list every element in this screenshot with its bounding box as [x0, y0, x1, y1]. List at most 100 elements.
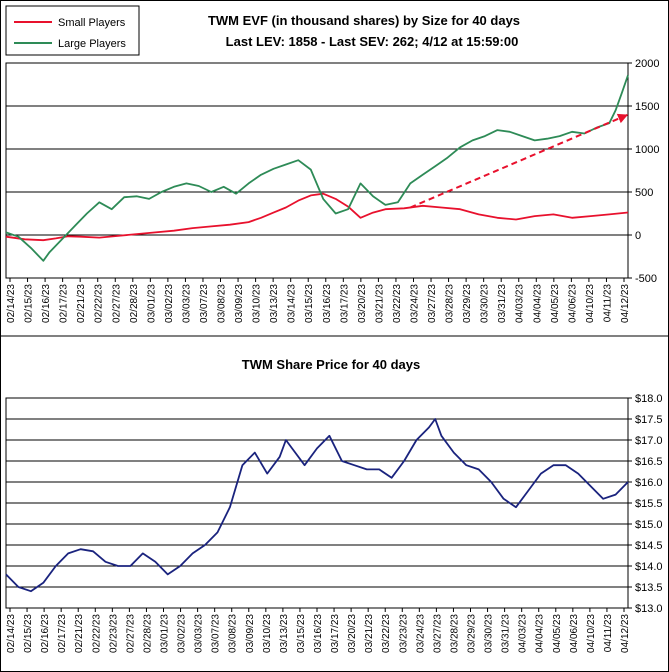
price-x-tick-label: 03/30/23: [484, 614, 495, 653]
evf-x-tick-label: 04/10/23: [585, 284, 596, 323]
price-y-tick-label: $15.0: [635, 519, 663, 531]
evf-x-tick-label: 03/17/23: [339, 284, 350, 323]
price-x-tick-label: 03/27/23: [432, 614, 443, 653]
evf-x-tick-label: 04/12/23: [620, 284, 631, 323]
price-x-tick-label: 03/15/23: [296, 614, 307, 653]
price-x-tick-label: 03/13/23: [279, 614, 290, 653]
evf-y-tick-label: 1500: [635, 101, 659, 113]
evf-x-tick-label: 04/03/23: [515, 284, 526, 323]
price-x-tick-label: 03/21/23: [364, 614, 375, 653]
evf-chart: TWM EVF (in thousand shares) by Size for…: [5, 5, 659, 323]
price-x-tick-label: 02/22/23: [91, 614, 102, 653]
price-chart-title: TWM Share Price for 40 days: [242, 357, 420, 372]
evf-x-tick-label: 03/28/23: [445, 284, 456, 323]
legend-label-small-players: Small Players: [58, 17, 126, 29]
price-x-tick-label: 04/04/23: [535, 614, 546, 653]
evf-x-tick-label: 02/22/23: [94, 284, 105, 323]
evf-x-tick-label: 03/10/23: [252, 284, 263, 323]
price-x-tick-label: 03/23/23: [398, 614, 409, 653]
evf-x-tick-label: 03/31/23: [497, 284, 508, 323]
evf-x-tick-label: 04/06/23: [567, 284, 578, 323]
price-x-tick-label: 04/12/23: [620, 614, 631, 653]
evf-x-tick-label: 03/14/23: [287, 284, 298, 323]
evf-x-tick-label: 04/11/23: [602, 284, 613, 323]
price-x-tick-label: 03/20/23: [347, 614, 358, 653]
price-x-tick-label: 03/07/23: [211, 614, 222, 653]
price-x-tick-label: 03/02/23: [177, 614, 188, 653]
price-x-tick-label: 03/09/23: [245, 614, 256, 653]
price-y-tick-label: $14.0: [635, 561, 663, 573]
price-y-tick-label: $18.0: [635, 393, 663, 405]
price-x-tick-label: 02/14/23: [6, 614, 17, 653]
price-x-tick-label: 03/17/23: [330, 614, 341, 653]
evf-x-tick-label: 02/21/23: [76, 284, 87, 323]
evf-chart-subtitle: Last LEV: 1858 - Last SEV: 262; 4/12 at …: [226, 34, 519, 49]
price-x-tick-label: 03/29/23: [467, 614, 478, 653]
price-y-tick-label: $13.5: [635, 582, 663, 594]
evf-x-tick-label: 03/09/23: [234, 284, 245, 323]
price-x-tick-label: 04/06/23: [569, 614, 580, 653]
price-series-price-line: [5, 418, 629, 593]
evf-x-tick-label: 03/27/23: [427, 284, 438, 323]
evf-x-tick-label: 03/21/23: [374, 284, 385, 323]
price-x-tick-label: 02/23/23: [108, 614, 119, 653]
price-x-tick-label: 04/11/23: [603, 614, 614, 653]
evf-x-tick-label: 02/27/23: [111, 284, 122, 323]
evf-legend: Small Players Large Players: [5, 5, 140, 56]
price-x-tick-label: 03/10/23: [262, 614, 273, 653]
price-x-tick-label: 02/21/23: [74, 614, 85, 653]
evf-x-tick-label: 02/14/23: [6, 284, 17, 323]
price-x-tick-label: 02/27/23: [125, 614, 136, 653]
evf-plot-area: [5, 62, 629, 279]
evf-series-large-players-line: [5, 74, 629, 262]
evf-x-tick-label: 04/05/23: [550, 284, 561, 323]
evf-y-tick-label: 500: [635, 187, 653, 199]
evf-x-tick-label: 02/28/23: [129, 284, 140, 323]
evf-x-tick-label: 03/03/23: [181, 284, 192, 323]
price-x-tick-label: 03/03/23: [194, 614, 205, 653]
price-x-tick-label: 03/28/23: [449, 614, 460, 653]
evf-chart-title: TWM EVF (in thousand shares) by Size for…: [208, 13, 520, 28]
evf-x-tick-label: 03/16/23: [322, 284, 333, 323]
price-x-tick-label: 03/24/23: [415, 614, 426, 653]
evf-x-tick-label: 03/24/23: [409, 284, 420, 323]
price-x-tick-label: 03/16/23: [313, 614, 324, 653]
legend-label-large-players: Large Players: [58, 38, 126, 50]
price-x-tick-label: 03/08/23: [228, 614, 239, 653]
evf-series-small-players-line: [5, 192, 629, 242]
evf-y-tick-label: 2000: [635, 58, 659, 70]
price-x-tick-label: 02/28/23: [142, 614, 153, 653]
price-y-tick-label: $16.5: [635, 456, 663, 468]
price-x-tick-label: 02/16/23: [40, 614, 51, 653]
evf-x-tick-label: 03/30/23: [480, 284, 491, 323]
price-y-tick-label: $16.0: [635, 477, 663, 489]
evf-x-tick-label: 03/29/23: [462, 284, 473, 323]
evf-x-tick-label: 03/07/23: [199, 284, 210, 323]
evf-x-tick-label: 02/15/23: [24, 284, 35, 323]
price-x-tick-label: 03/01/23: [160, 614, 171, 653]
evf-x-tick-label: 03/20/23: [357, 284, 368, 323]
evf-x-tick-label: 02/17/23: [59, 284, 70, 323]
evf-y-tick-label: 1000: [635, 144, 659, 156]
price-chart: TWM Share Price for 40 days $13.0 $13.5 $1…: [5, 357, 663, 653]
price-x-tick-label: 04/10/23: [586, 614, 597, 653]
price-y-tick-label: $17.0: [635, 435, 663, 447]
evf-y-tick-label: 0: [635, 230, 641, 242]
evf-x-tick-label: 03/01/23: [146, 284, 157, 323]
evf-x-tick-label: 03/08/23: [217, 284, 228, 323]
evf-x-tick-label: 03/13/23: [269, 284, 280, 323]
evf-x-tick-label: 02/16/23: [41, 284, 52, 323]
price-y-tick-label: $14.5: [635, 540, 663, 552]
price-y-tick-label: $15.5: [635, 498, 663, 510]
evf-x-tick-label: 04/04/23: [532, 284, 543, 323]
price-x-tick-label: 02/17/23: [57, 614, 68, 653]
price-x-tick-label: 03/22/23: [381, 614, 392, 653]
price-x-tick-label: 04/05/23: [552, 614, 563, 653]
price-x-tick-label: 02/15/23: [23, 614, 34, 653]
price-x-tick-label: 03/31/23: [501, 614, 512, 653]
price-y-tick-label: $13.0: [635, 603, 663, 615]
price-y-tick-label: $17.5: [635, 414, 663, 426]
evf-x-tick-label: 03/22/23: [392, 284, 403, 323]
price-x-tick-label: 04/03/23: [518, 614, 529, 653]
